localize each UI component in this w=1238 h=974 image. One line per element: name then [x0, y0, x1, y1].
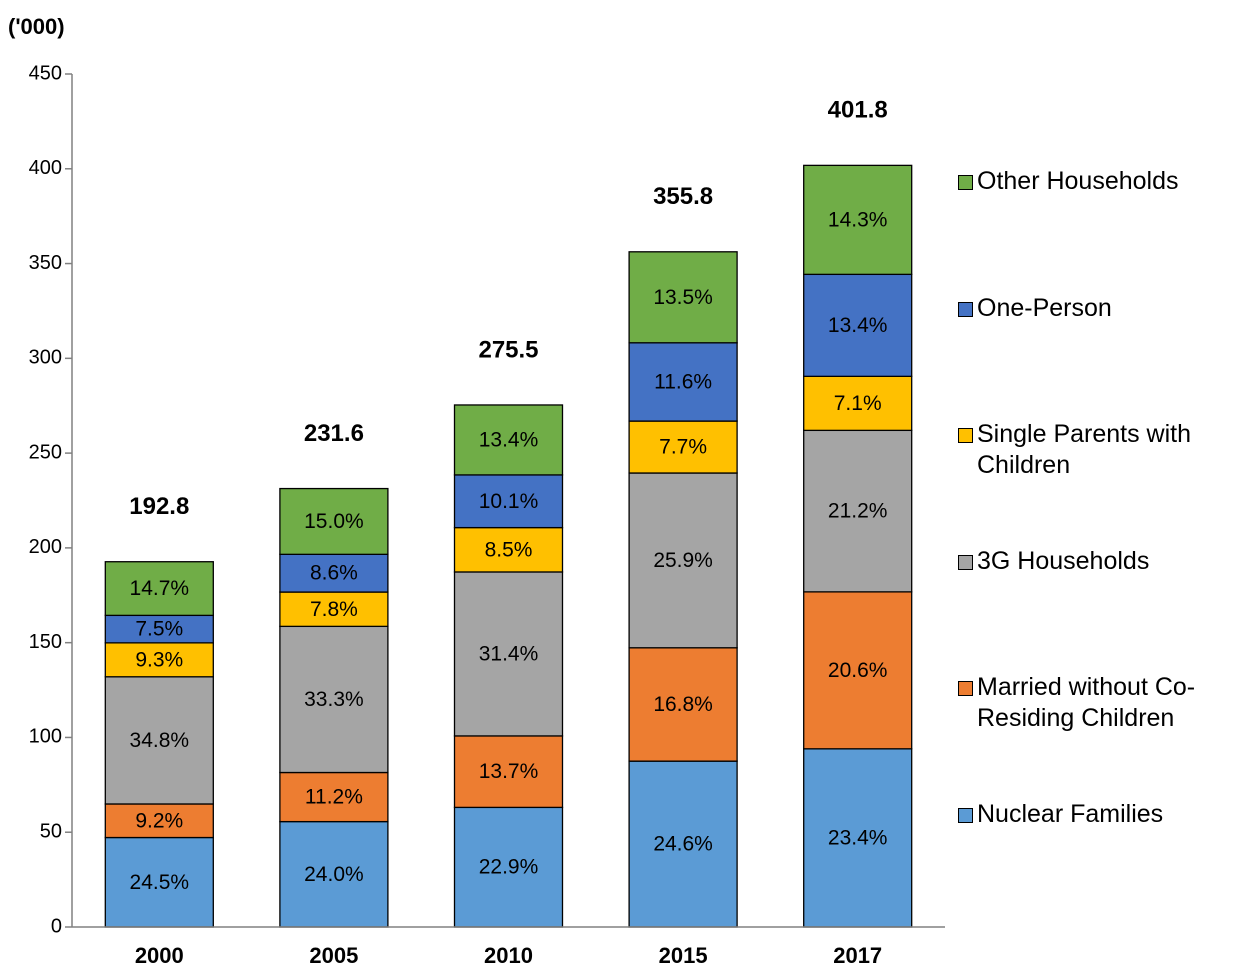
y-tick-label: 150 [29, 631, 62, 653]
y-tick-label: 350 [29, 252, 62, 274]
legend-swatch [958, 554, 973, 570]
segment-label: 7.7% [659, 436, 707, 459]
segment-label: 13.4% [479, 428, 539, 451]
bar-segment [803, 429, 913, 593]
segment-label: 8.6% [310, 562, 358, 585]
segment-label: 7.5% [135, 618, 183, 641]
y-tick-label: 50 [40, 821, 62, 843]
segment-label: 14.7% [130, 577, 190, 600]
bar-segment [453, 474, 564, 529]
legend-swatch [958, 428, 973, 443]
total-label: 192.8 [129, 493, 189, 520]
y-tick-label: 250 [29, 441, 62, 463]
legend-item: Nuclear Families [958, 799, 1218, 830]
legend-label: 3G Households [977, 546, 1150, 575]
segment-label: 21.2% [828, 500, 888, 523]
y-tick-label: 200 [29, 536, 62, 558]
bar-segment [628, 647, 738, 762]
segment-label: 31.4% [479, 642, 539, 665]
bar-segment [104, 803, 214, 839]
bar-segment [803, 164, 913, 276]
bar-segment [104, 642, 214, 678]
legend-label: One-Person [977, 293, 1112, 322]
x-tick-label: 2015 [659, 943, 708, 968]
y-tick-label: 450 [29, 62, 62, 84]
segment-label: 10.1% [479, 490, 539, 513]
segment-label: 25.9% [653, 549, 713, 572]
legend-label: Nuclear Families [977, 799, 1164, 828]
bar-segment [453, 735, 564, 809]
legend-item: 3G Households [958, 546, 1218, 577]
legend-swatch [958, 175, 973, 190]
x-tick-label: 2000 [135, 943, 184, 968]
segment-label: 14.3% [828, 208, 888, 231]
segment-label: 9.2% [135, 809, 183, 832]
segment-label: 9.3% [135, 648, 183, 671]
y-tick-label: 400 [29, 157, 62, 179]
total-label: 275.5 [478, 336, 538, 363]
total-label: 355.8 [653, 183, 713, 210]
segment-label: 13.4% [828, 314, 888, 337]
segment-label: 11.6% [654, 370, 712, 393]
legend-swatch [958, 301, 973, 317]
legend-label: Married without Co-Residing Children [977, 673, 1196, 732]
bar-segment [803, 591, 913, 750]
bar-segment [453, 404, 564, 476]
bar-segment [453, 806, 564, 928]
segment-label: 16.8% [653, 693, 713, 716]
segment-label: 23.4% [828, 826, 888, 849]
segment-label: 33.3% [304, 688, 364, 711]
legend-item: Other Households [958, 166, 1218, 197]
bar-segment [453, 526, 564, 573]
segment-label: 7.8% [310, 598, 358, 621]
legend-item: One-Person [958, 293, 1218, 324]
bar-segment [803, 273, 913, 377]
total-label: 231.6 [304, 420, 364, 447]
segment-label: 13.5% [653, 286, 713, 309]
segment-label: 15.0% [304, 510, 364, 533]
segment-label: 13.7% [479, 760, 539, 783]
x-tick-label: 2005 [309, 943, 358, 968]
legend-swatch [958, 807, 973, 823]
y-axis-label: ('000) [8, 14, 65, 39]
segment-label: 22.9% [479, 856, 539, 879]
legend-item: Single Parents with Children [958, 419, 1218, 481]
bar-segment [803, 375, 913, 432]
y-tick-label: 100 [29, 726, 62, 748]
segment-label: 34.8% [130, 729, 190, 752]
y-tick-label: 0 [51, 915, 62, 937]
segment-label: 7.1% [834, 392, 882, 415]
bar-segment [279, 820, 389, 928]
bar-segment [453, 571, 564, 737]
bar-segment [104, 676, 214, 805]
bar-segment [279, 487, 389, 555]
segment-label: 24.6% [653, 833, 713, 856]
bar-segment [628, 342, 738, 422]
legend-item: Married without Co-Residing Children [958, 672, 1218, 734]
bar-segment [628, 251, 738, 344]
legend-swatch [958, 681, 973, 696]
x-tick-label: 2017 [833, 943, 882, 968]
bar-segment [279, 625, 389, 774]
segment-label: 11.2% [305, 786, 363, 809]
bar-segment [104, 561, 214, 617]
bar-segment [628, 760, 738, 928]
segment-label: 20.6% [828, 659, 888, 682]
legend-label: Other Households [977, 167, 1179, 195]
segment-label: 8.5% [485, 538, 533, 561]
legend-label: Single Parents with Children [977, 420, 1192, 479]
segment-label: 24.5% [130, 871, 190, 894]
y-tick-label: 300 [29, 347, 62, 369]
total-label: 401.8 [828, 97, 888, 124]
x-tick-label: 2010 [484, 943, 533, 968]
segment-label: 24.0% [304, 863, 364, 886]
